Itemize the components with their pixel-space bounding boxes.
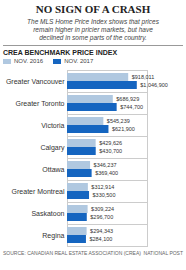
svg-text:$621,900: $621,900 [112, 126, 135, 132]
svg-text:$369,400: $369,400 [95, 170, 118, 176]
svg-text:Greater Toronto: Greater Toronto [16, 100, 65, 107]
html-text:SOURCE: CANADIAN REAL ESTATE A: SOURCE: CANADIAN REAL ESTATE ASSOCIATION… [3, 250, 183, 256]
svg-text:Saskatoon: Saskatoon [31, 210, 64, 217]
svg-text:$918,011: $918,011 [132, 74, 155, 80]
html-text:The MLS Home Price Index shows: The MLS Home Price Index shows that pric… [27, 18, 159, 41]
svg-text:$312,914: $312,914 [91, 184, 114, 190]
svg-text:$545,239: $545,239 [107, 118, 130, 124]
html-text:NOV. 2016: NOV. 2016 [14, 58, 44, 64]
svg-text:$294,343: $294,343 [90, 228, 113, 234]
svg-text:$346,237: $346,237 [94, 162, 117, 168]
svg-text:$330,500: $330,500 [93, 192, 116, 198]
svg-text:$686,929: $686,929 [116, 96, 139, 102]
svg-text:$429,626: $429,626 [99, 140, 122, 146]
html-text:CREA BENCHMARK PRICE INDEX: CREA BENCHMARK PRICE INDEX [3, 49, 118, 56]
svg-text:Greater Vancouver: Greater Vancouver [6, 78, 65, 85]
svg-text:$309,224: $309,224 [91, 206, 114, 212]
svg-text:Calgary: Calgary [40, 144, 65, 152]
svg-text:$296,700: $296,700 [90, 214, 113, 220]
svg-text:$1,046,900: $1,046,900 [140, 82, 168, 88]
svg-text:Ottawa: Ottawa [42, 166, 64, 173]
svg-text:Greater Montreal: Greater Montreal [12, 188, 65, 195]
svg-text:Victoria: Victoria [41, 122, 64, 129]
svg-text:Regina: Regina [42, 232, 64, 240]
svg-text:$284,100: $284,100 [89, 236, 112, 242]
svg-text:$744,700: $744,700 [120, 104, 143, 110]
html-text:NOV. 2017: NOV. 2017 [64, 58, 94, 64]
svg-text:$430,700: $430,700 [99, 148, 122, 154]
html-text:NO SIGN OF A CRASH: NO SIGN OF A CRASH [35, 3, 151, 15]
